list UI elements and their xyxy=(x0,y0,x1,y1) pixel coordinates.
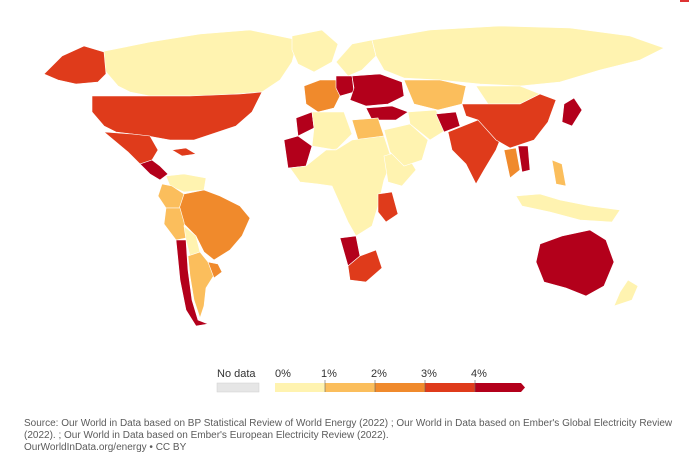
region-vietnam[interactable] xyxy=(517,145,531,173)
legend-bin-swatch xyxy=(375,383,425,392)
region-greenland[interactable] xyxy=(291,29,339,73)
region-indonesia[interactable] xyxy=(515,193,621,223)
region-chile[interactable] xyxy=(175,239,210,327)
world-map-svg xyxy=(43,25,665,327)
region-afghanistan[interactable] xyxy=(435,111,461,133)
region-central-america[interactable] xyxy=(139,159,169,181)
legend-bin-swatch xyxy=(275,383,325,392)
region-canada[interactable] xyxy=(99,29,299,97)
legend-bins xyxy=(275,383,525,392)
world-map xyxy=(43,25,665,327)
legend-svg: No data 0% 1% 2% 3% 4% xyxy=(216,368,525,393)
credit-text: OurWorldInData.org/energy • CC BY xyxy=(24,442,187,453)
region-australia[interactable] xyxy=(535,229,615,297)
source-text: Source: Our World in Data based on BP St… xyxy=(24,418,673,441)
region-cuba[interactable] xyxy=(171,147,197,157)
source-footer: Source: Our World in Data based on BP St… xyxy=(24,418,674,454)
legend-tick-label: 2% xyxy=(371,368,387,380)
region-japan[interactable] xyxy=(561,97,583,127)
region-scandinavia[interactable] xyxy=(335,39,377,77)
region-mauritania[interactable] xyxy=(283,135,313,169)
region-alaska[interactable] xyxy=(43,45,107,85)
legend-bin-swatch xyxy=(475,383,525,392)
region-uruguay[interactable] xyxy=(207,261,223,279)
legend-bin-swatch xyxy=(425,383,475,392)
region-kenya[interactable] xyxy=(377,191,399,223)
region-united-states[interactable] xyxy=(91,91,263,141)
legend-ticks: 0% 1% 2% 3% 4% xyxy=(275,368,487,392)
region-russia[interactable] xyxy=(371,25,665,87)
region-iran[interactable] xyxy=(407,109,447,141)
region-kazakhstan[interactable] xyxy=(403,79,467,111)
region-eastern-europe[interactable] xyxy=(349,73,405,107)
region-western-europe[interactable] xyxy=(303,79,341,113)
accent-mark xyxy=(680,0,689,2)
legend-bin-swatch xyxy=(325,383,375,392)
region-new-zealand[interactable] xyxy=(613,279,639,307)
legend-tick-label: 1% xyxy=(321,368,337,380)
region-south-africa[interactable] xyxy=(347,249,383,283)
region-germany[interactable] xyxy=(335,75,355,97)
region-philippines[interactable] xyxy=(551,159,567,187)
region-thailand[interactable] xyxy=(503,147,521,179)
legend-no-data-label: No data xyxy=(217,368,256,380)
legend-tick-label: 3% xyxy=(421,368,437,380)
region-morocco[interactable] xyxy=(295,111,315,137)
legend-no-data-swatch xyxy=(216,382,260,393)
legend-tick-label: 4% xyxy=(471,368,487,380)
region-mexico[interactable] xyxy=(103,131,159,165)
region-china[interactable] xyxy=(461,93,557,149)
region-argentina[interactable] xyxy=(187,251,217,319)
legend-tick-label: 0% xyxy=(275,368,291,380)
legend: No data 0% 1% 2% 3% 4% xyxy=(0,362,695,402)
region-turkey[interactable] xyxy=(365,105,409,121)
